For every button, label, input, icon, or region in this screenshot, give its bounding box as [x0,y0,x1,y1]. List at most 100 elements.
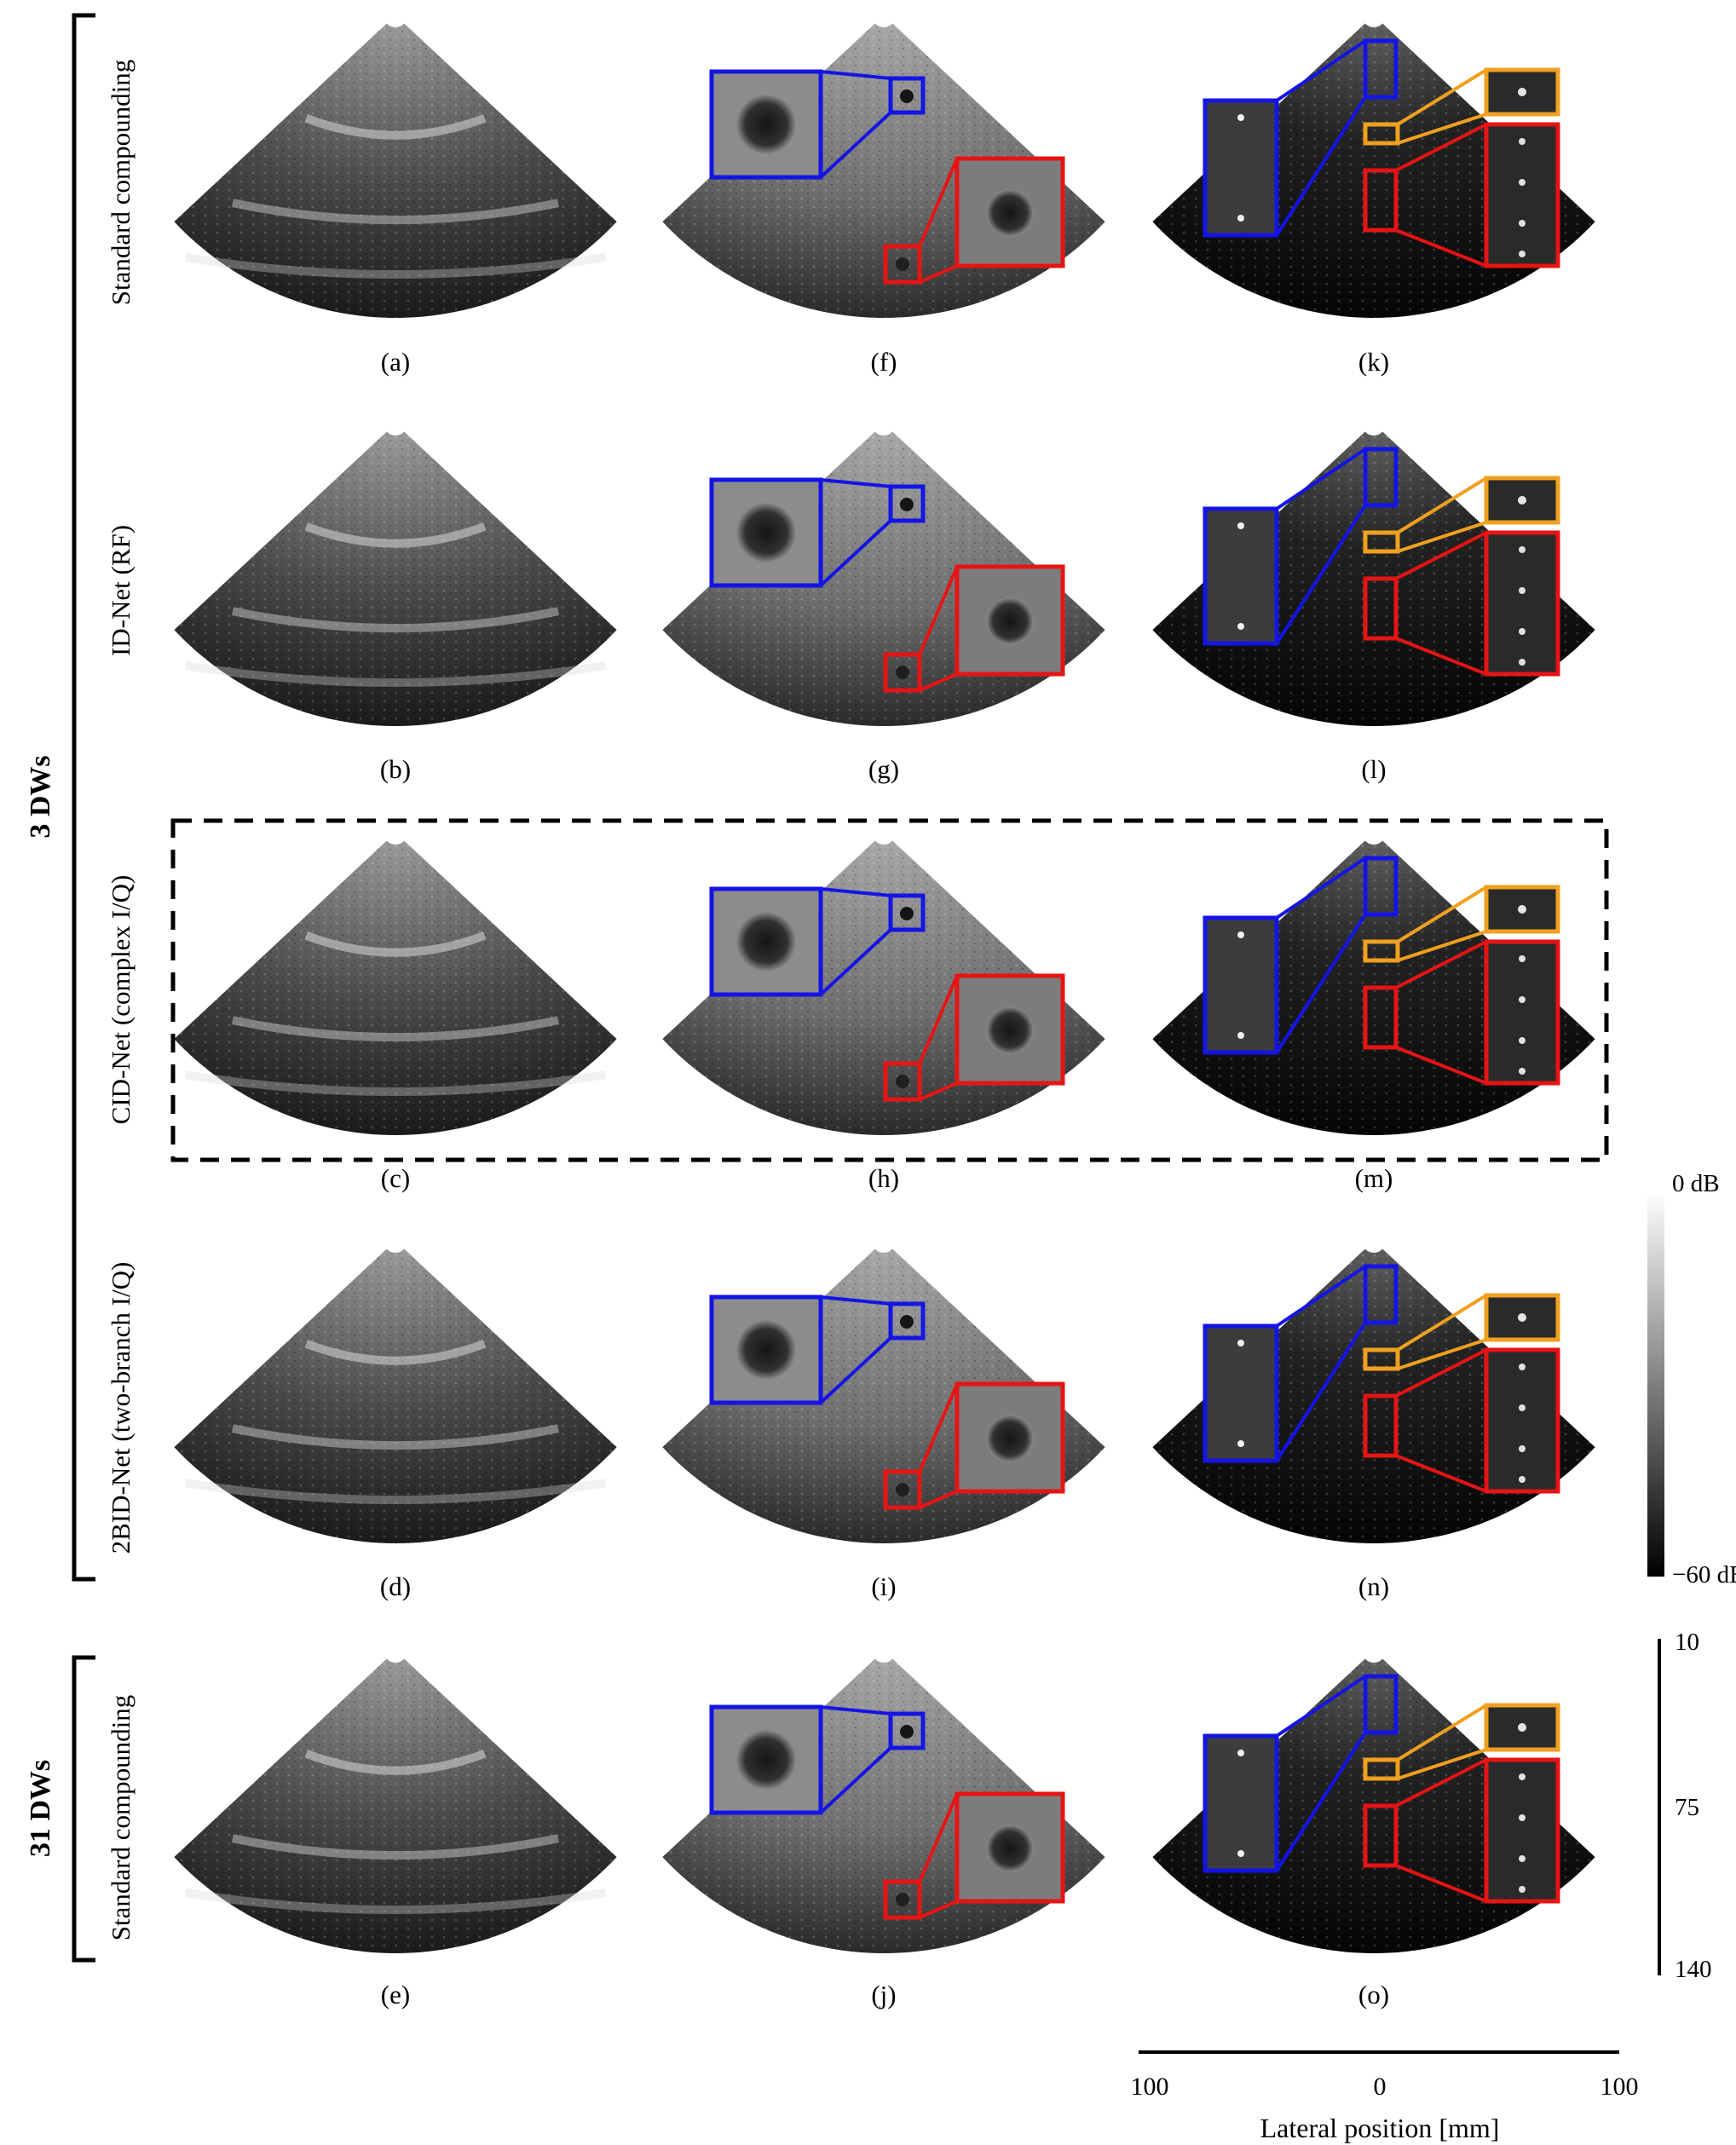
cyst-zoom [986,1006,1034,1054]
method-row: 2BID-Net (two-branch I/Q) (d) (i) (n) [106,1248,1595,1601]
point-target [1237,1032,1244,1039]
tissue-echo [304,1340,487,1365]
point-target [1519,1476,1525,1483]
roi-box-red [1363,1803,1399,1868]
zoom-inset-red [1484,1757,1560,1904]
ultrasound-panel [174,1248,617,1543]
point-target [1519,587,1525,594]
panel-grid: Standard compounding (a) (f) (k) ID-Net (RF)… [106,23,1595,2009]
colorbar-bottom-label: −60 dB [1672,1561,1736,1589]
roi-box-blue [1363,856,1399,917]
roi-box-orange [1363,1757,1400,1781]
zoom-connector [1275,856,1367,1054]
ultrasound-panel [662,1248,1105,1543]
ultrasound-panel [1152,23,1595,319]
roi-box-blue [888,76,926,115]
cyst-zoom [736,95,796,154]
zoom-connector [1395,1348,1487,1493]
zoom-connector [1396,476,1488,553]
zoom-connector [1275,1265,1367,1462]
method-row: CID-Net (complex I/Q) (c) (h) (m) [106,840,1595,1193]
speckle-texture [174,1248,617,1543]
point-target [1519,628,1525,635]
speckle-texture [174,1658,617,1953]
panel-label: (d) [380,1571,411,1601]
roi-box-blue [1363,1264,1399,1325]
zoom-connector [1275,39,1367,237]
cyst-zoom [986,1415,1034,1462]
point-target [1519,1886,1525,1893]
roi-box-red [883,652,922,693]
colorbar: 0 dB −60 dB [1647,1170,1736,1589]
panel-label: (g) [868,754,899,784]
cyst-zoom [986,189,1034,237]
panel-label: (f) [871,347,897,377]
ultrasound-panel [174,1658,617,1953]
roi-box-red [883,1061,922,1102]
point-target [1519,1814,1525,1821]
ultrasound-panel [662,840,1105,1135]
depth-tick-label: 140 [1675,1956,1712,1983]
method-label: 2BID-Net (two-branch I/Q) [106,1262,136,1554]
point-target [1519,955,1525,962]
roi-box-red [1363,985,1399,1050]
panel-label: (m) [1355,1163,1393,1193]
colorbar-top-label: 0 dB [1672,1170,1720,1197]
zoom-connector [1396,885,1488,962]
colorbar-gradient [1647,1191,1664,1577]
roi-box-red [883,244,922,285]
ultrasound-panel [1152,431,1595,726]
point-target [1519,1037,1525,1044]
cyst [896,257,909,271]
roi-box-orange [1363,939,1400,963]
zoom-inset-blue [1203,915,1279,1055]
zoom-connector [1395,123,1487,268]
roi-box-blue [1363,38,1399,100]
zoom-connector [819,1705,892,1814]
method-label: ID-Net (RF) [106,525,136,656]
zoom-inset-blue [1203,98,1279,238]
zoom-connector [1396,1294,1488,1370]
zoom-connector [819,478,892,587]
point-target [1519,1773,1525,1780]
zoom-connector [918,566,959,692]
roi-box-red [883,1469,922,1510]
roi-box-red [1363,1393,1399,1458]
point-target [1519,220,1525,227]
tissue-echo [184,253,607,279]
ultrasound-panel [662,431,1105,726]
zoom-inset-blue [1203,1733,1279,1873]
point-target [1518,88,1526,96]
zoom-connector [918,1793,959,1919]
zoom-connector [918,1383,959,1509]
zoom-inset-blue [1203,1323,1279,1463]
lateral-tick-label: 100 [1131,2073,1169,2101]
roi-box-blue [1363,447,1399,508]
zoom-inset-red [955,1381,1065,1494]
panel-label: (c) [381,1163,410,1193]
panel-label: (l) [1361,754,1386,784]
zoom-connector [819,70,892,179]
zoom-inset-red [1484,939,1560,1086]
ultrasound-panel [662,1658,1105,1953]
depth-tick-label: 75 [1675,1794,1699,1821]
ultrasound-panel [662,23,1105,318]
ultrasound-panel [1152,1248,1595,1543]
ultrasound-panel [1152,1658,1595,1953]
speckle-texture [174,23,617,318]
depth-axis: 10 75 140 [1658,1629,1712,1983]
point-target [1237,114,1244,121]
zoom-inset-blue [1203,506,1279,646]
roi-box-red [1363,168,1399,233]
tissue-echo [304,114,487,140]
method-row: Standard compounding (a) (f) (k) [106,23,1595,377]
tissue-echo [231,1016,560,1042]
zoom-connector [819,887,892,996]
panel-label: (a) [381,347,410,377]
point-target [1519,138,1525,145]
method-label: Standard compounding [106,1695,136,1940]
point-target [1237,1340,1244,1346]
zoom-connector [918,975,959,1101]
point-target [1237,931,1244,938]
point-target [1519,546,1525,553]
